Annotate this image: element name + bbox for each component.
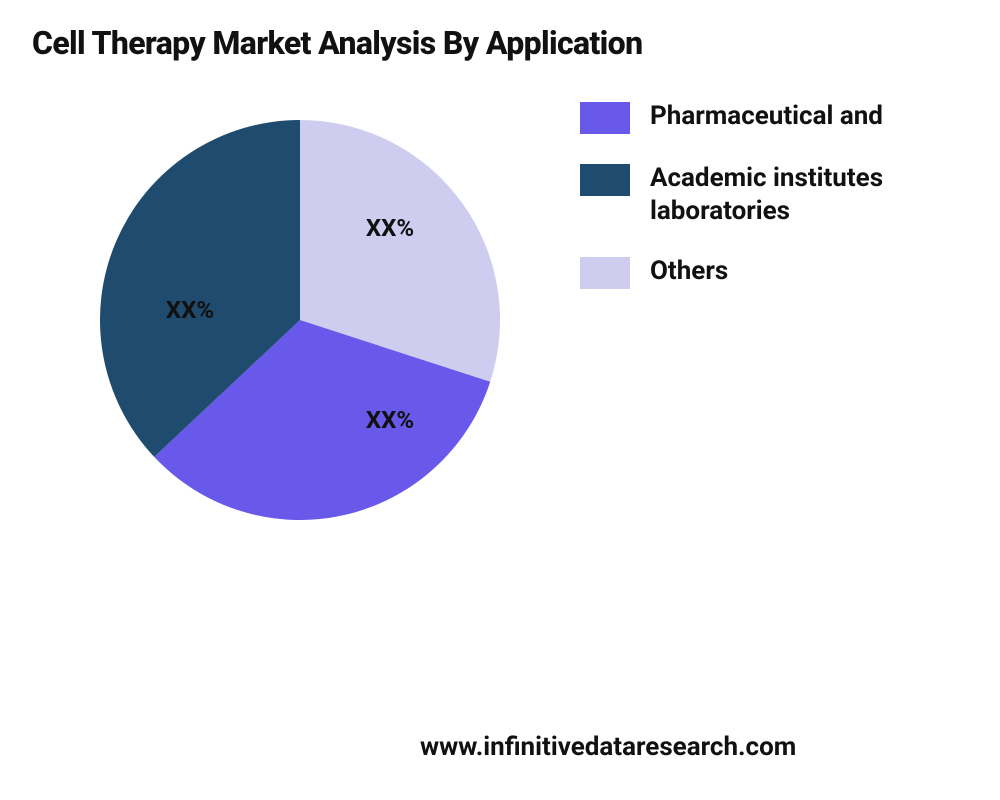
legend-item-1: Academic instituteslaboratories [580,162,1000,227]
legend-swatch-2 [580,257,630,289]
legend-text-2: Others [650,255,728,288]
pie-slice-label-2: XX% [166,296,214,324]
legend-swatch-1 [580,164,630,196]
legend-text-1-line-1: laboratories [650,195,883,228]
pie-chart: XX% XX% XX% [80,100,520,540]
footer-url: www.infinitivedataresearch.com [420,732,796,762]
chart-title: Cell Therapy Market Analysis By Applicat… [32,24,642,62]
legend-text-0-line-0: Pharmaceutical and [650,100,883,133]
legend-item-0: Pharmaceutical and [580,100,1000,134]
pie-svg [80,100,520,540]
pie-slice-label-1: XX% [366,406,414,434]
pie-slice-label-0: XX% [366,214,414,242]
legend-text-2-line-0: Others [650,255,728,288]
legend-item-2: Others [580,255,1000,289]
legend-text-1: Academic instituteslaboratories [650,162,883,227]
legend-text-0: Pharmaceutical and [650,100,883,133]
legend-text-1-line-0: Academic institutes [650,162,883,195]
legend: Pharmaceutical and Academic instituteslab… [580,100,1000,317]
legend-swatch-0 [580,102,630,134]
